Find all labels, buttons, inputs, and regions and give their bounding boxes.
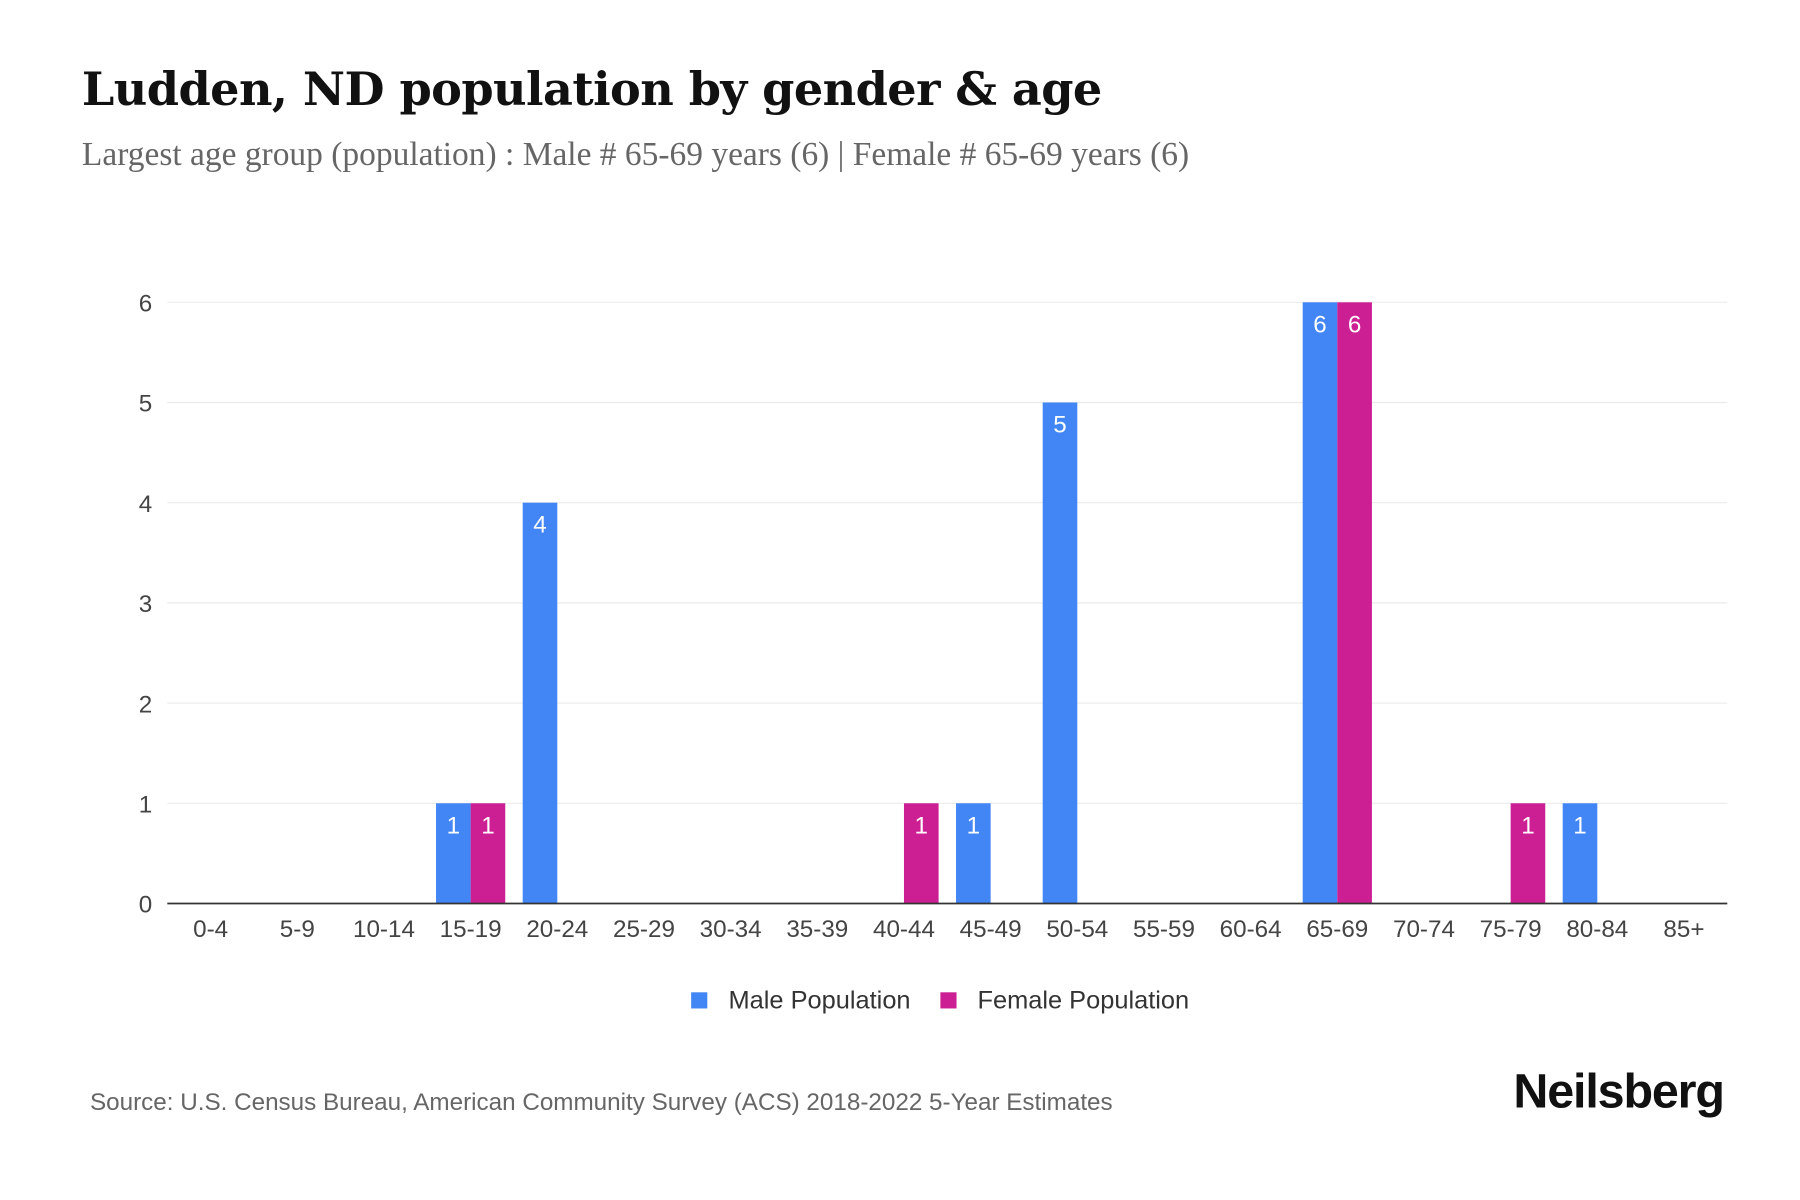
bar-female [903, 803, 939, 904]
data-label: 1 [967, 812, 980, 839]
y-tick-label: 3 [139, 591, 152, 618]
y-tick-label: 2 [139, 691, 152, 718]
chart-subtitle: Largest age group (population) : Male # … [81, 136, 1190, 174]
bar-male [522, 502, 558, 904]
x-tick-label: 75-79 [1480, 916, 1542, 943]
x-tick-label: 45-49 [960, 916, 1022, 943]
y-tick-label: 6 [139, 291, 152, 318]
bar-male [1302, 302, 1338, 904]
x-tick-label: 50-54 [1046, 916, 1108, 943]
data-label: 1 [481, 812, 494, 839]
legend: Male Population Female Population [0, 985, 1800, 1015]
x-tick-label: 15-19 [440, 916, 502, 943]
bar-male [1042, 402, 1078, 904]
x-tick-label: 30-34 [700, 916, 762, 943]
y-tick-label: 5 [139, 391, 152, 418]
legend-label-female: Female Population [977, 985, 1190, 1015]
legend-label-male: Male Population [728, 985, 911, 1015]
legend-swatch-female [940, 992, 957, 1009]
data-label: 1 [1573, 812, 1586, 839]
y-tick-label: 0 [139, 892, 152, 919]
source-note: Source: U.S. Census Bureau, American Com… [89, 1089, 1113, 1116]
legend-item-female: Female Population [940, 985, 1190, 1015]
data-label: 5 [1053, 411, 1066, 438]
bar-male [436, 803, 471, 904]
x-tick-label: 40-44 [873, 916, 935, 943]
x-tick-label: 25-29 [613, 916, 675, 943]
legend-item-male: Male Population [691, 985, 911, 1015]
x-tick-label: 20-24 [526, 916, 588, 943]
y-tick-label: 4 [139, 491, 152, 518]
bar-female [470, 803, 506, 904]
x-tick-label: 35-39 [786, 916, 848, 943]
x-tick-label: 55-59 [1133, 916, 1195, 943]
data-label: 1 [915, 812, 928, 839]
x-tick-label: 60-64 [1220, 916, 1282, 943]
legend-swatch-male [691, 992, 708, 1009]
x-tick-label: 85+ [1663, 916, 1704, 943]
y-tick-label: 1 [139, 791, 152, 818]
x-tick-label: 80-84 [1566, 916, 1628, 943]
data-label: 1 [447, 812, 460, 839]
x-tick-label: 70-74 [1393, 916, 1455, 943]
x-tick-label: 65-69 [1306, 916, 1368, 943]
bar-male [1562, 803, 1598, 904]
bar-male [956, 803, 991, 904]
bar-female [1510, 803, 1546, 904]
chart-title: Ludden, ND population by gender & age [81, 62, 1102, 117]
bar-female [1337, 302, 1372, 904]
data-label: 6 [1313, 311, 1326, 338]
x-tick-label: 10-14 [353, 916, 415, 943]
data-label: 6 [1348, 311, 1361, 338]
neilsberg-logo: Neilsberg [1513, 1063, 1725, 1119]
x-tick-label: 5-9 [280, 916, 315, 943]
data-label: 4 [533, 512, 546, 539]
data-label: 1 [1521, 812, 1534, 839]
x-tick-label: 0-4 [193, 916, 228, 943]
